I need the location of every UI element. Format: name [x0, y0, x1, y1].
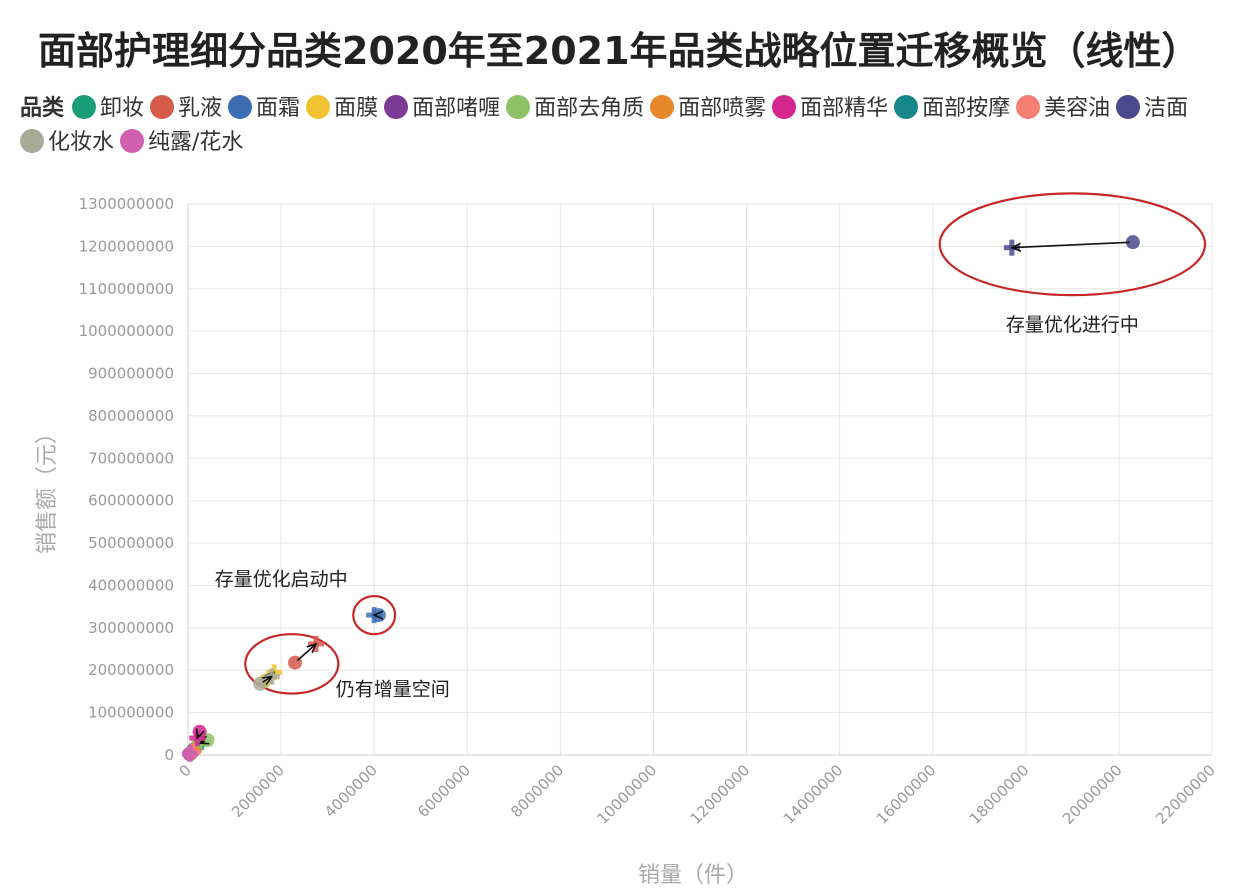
highlight-ellipses [244, 192, 1207, 695]
legend-label: 洁面 [1144, 96, 1189, 121]
point-2020 [1125, 235, 1140, 250]
y-tick-label: 1100000000 [79, 280, 174, 298]
legend-item: 面霜 [228, 92, 300, 126]
y-tick-label: 300000000 [88, 619, 174, 637]
legend-swatch [20, 129, 44, 153]
plus-v [313, 635, 319, 652]
y-tick-label: 1000000000 [79, 322, 174, 340]
plus-v [269, 668, 275, 685]
legend-label: 面部精华 [800, 96, 889, 121]
point-2021 [181, 745, 198, 762]
highlight-ellipse [352, 594, 397, 636]
legend-label: 面部去角质 [534, 96, 645, 121]
y-axis-label: 销售额（元） [35, 422, 60, 554]
x-axis-label: 销量（件） [638, 863, 748, 888]
legend-items: 卸妆 乳液 面霜 面膜 面部啫喱 面部去角质 面部喷雾 面部精华 面部按摩 美容油 洁面化妆水 纯露/… [20, 95, 1194, 155]
plus-v [194, 730, 200, 747]
migration-arrow [198, 735, 199, 738]
legend-swatch [228, 95, 253, 119]
legend-label: 乳液 [178, 96, 223, 121]
legend-swatch [1116, 95, 1141, 119]
legend: 品类 卸妆 乳液 面霜 面膜 面部啫喱 面部去角质 面部喷雾 面部精华 面部按摩 美容油 洁面化妆水 纯… [20, 92, 1220, 160]
legend-item: 纯露/花水 [120, 126, 243, 160]
x-tick-label: 4000000 [321, 761, 381, 821]
legend-label: 卸妆 [100, 96, 145, 121]
annotation-label: 仍有增量空间 [336, 679, 450, 701]
legend-swatch [306, 95, 331, 119]
legend-label: 化妆水 [48, 130, 115, 155]
legend-label: 美容油 [1044, 96, 1111, 121]
annotation-label: 存量优化进行中 [1006, 314, 1139, 336]
legend-item: 乳液 [150, 92, 222, 126]
x-tick-label: 14000000 [780, 761, 847, 828]
legend-item: 面部啫喱 [384, 92, 500, 126]
legend-label: 面膜 [334, 96, 379, 121]
legend-swatch [384, 95, 409, 119]
migration-arrow [1013, 241, 1130, 247]
y-tick-label: 100000000 [88, 704, 174, 722]
x-tick-label: 16000000 [873, 761, 940, 828]
x-tick-label: 0 [175, 761, 194, 780]
legend-swatch [150, 95, 175, 119]
legend-label: 纯露/花水 [148, 130, 244, 155]
legend-swatch [894, 95, 919, 119]
migration-arrow [263, 677, 271, 682]
migration-arrow [296, 645, 315, 662]
legend-label: 面部按摩 [922, 96, 1011, 121]
legend-item: 美容油 [1016, 92, 1110, 126]
legend-title: 品类 [20, 96, 65, 121]
y-tick-label: 500000000 [88, 534, 174, 552]
y-tick-label: 1200000000 [79, 237, 174, 255]
x-tick-label: 18000000 [966, 761, 1033, 828]
legend-item: 卸妆 [72, 92, 144, 126]
plus-v [187, 745, 193, 762]
y-tick-label: 1300000000 [79, 195, 174, 213]
y-tick-label: 700000000 [88, 449, 174, 467]
legend-swatch [772, 95, 797, 119]
y-tick-label: 900000000 [88, 365, 174, 383]
highlight-ellipse [938, 192, 1207, 297]
legend-item: 面膜 [306, 92, 378, 126]
x-tick-label: 12000000 [687, 761, 754, 828]
x-tick-label: 2000000 [228, 761, 288, 821]
legend-swatch [506, 95, 531, 119]
annotation-label: 存量优化启动中 [215, 568, 348, 590]
legend-swatch [120, 129, 145, 153]
legend-swatch [650, 95, 675, 119]
data-marks [181, 235, 1140, 762]
x-tick-label: 8000000 [507, 761, 567, 821]
legend-swatch [72, 95, 97, 119]
x-axis-ticks: 0 2000000 4000000 6000000 8000000 10000000 120… [175, 761, 1218, 828]
x-tick-label: 20000000 [1059, 761, 1126, 828]
legend-label: 面部喷雾 [678, 96, 767, 121]
migration-arrow [201, 741, 205, 743]
legend-item: 面部去角质 [506, 92, 644, 126]
x-tick-label: 6000000 [414, 761, 474, 821]
chart-title: 面部护理细分品类2020年至2021年品类战略位置迁移概览（线性） [38, 29, 1200, 73]
x-tick-label: 10000000 [594, 761, 661, 828]
y-tick-label: 800000000 [88, 407, 174, 425]
highlight-ellipse [244, 633, 340, 695]
y-tick-label: 600000000 [88, 492, 174, 510]
y-tick-label: 200000000 [88, 661, 174, 679]
plus-v [371, 607, 377, 624]
y-axis-ticks: 0 100000000 200000000 300000000 400000000 500… [79, 195, 174, 764]
legend-item: 化妆水 [20, 126, 114, 160]
y-tick-label: 400000000 [88, 576, 174, 594]
legend-item: 洁面 [1116, 92, 1188, 126]
legend-swatch [1016, 95, 1041, 119]
y-tick-label: 0 [164, 746, 174, 764]
legend-item: 面部精华 [772, 92, 888, 126]
legend-item: 面部喷雾 [650, 92, 766, 126]
gridlines [187, 203, 1213, 756]
legend-item: 面部按摩 [894, 92, 1010, 126]
legend-label: 面霜 [256, 96, 301, 121]
legend-label: 面部啫喱 [412, 96, 501, 121]
x-tick-label: 22000000 [1152, 761, 1219, 828]
